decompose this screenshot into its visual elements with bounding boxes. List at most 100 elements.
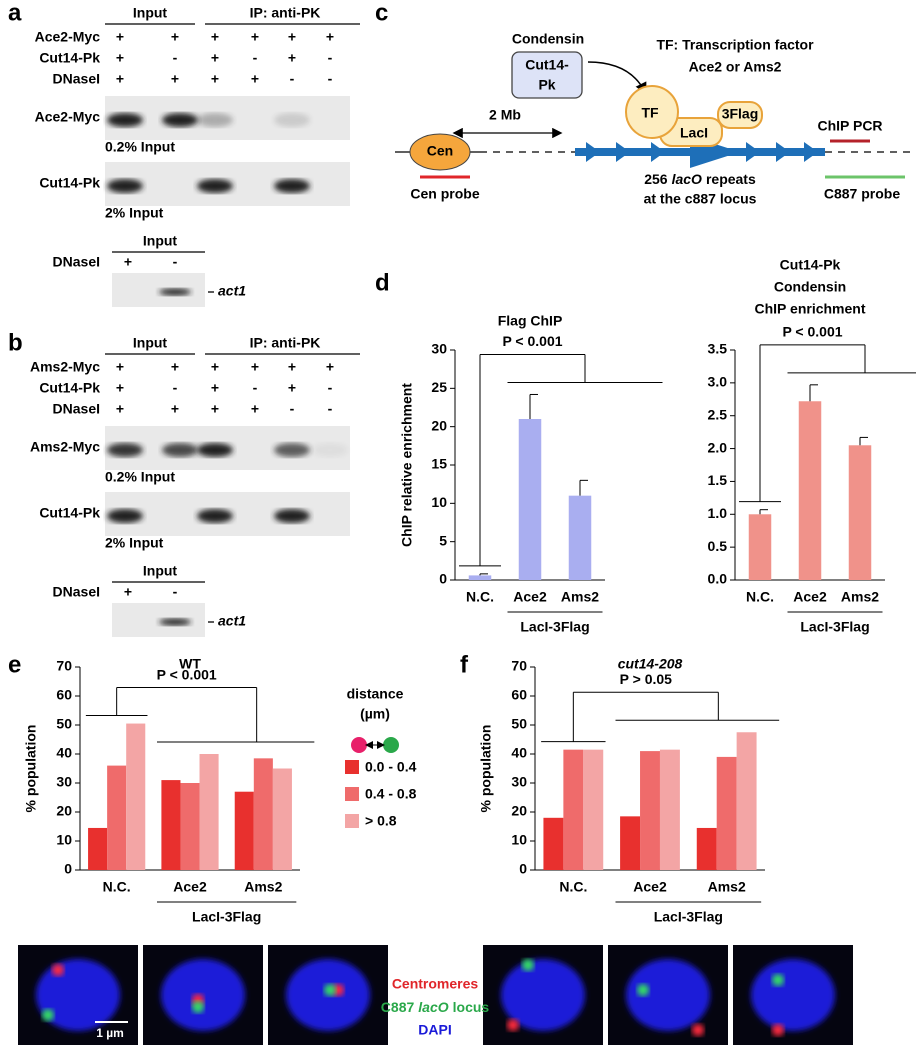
label: + [124,584,132,600]
label: + [116,71,124,87]
label: DNaseI [53,71,100,87]
x-tick-label: Ams2 [244,879,282,895]
x-tick-label: Ace2 [173,879,207,895]
label: + [251,71,259,87]
label: + [288,359,296,375]
bar [180,783,200,870]
label: Centromeres [392,976,479,992]
label: + [288,380,296,396]
y-tick-label: 20 [56,803,72,819]
y-tick-label: 50 [511,716,527,732]
bar [126,723,146,870]
label: + [211,50,219,66]
y-tick-label: 3.5 [708,341,728,357]
y-tick-label: 60 [511,687,527,703]
label: Cut14-Pk [39,175,100,191]
chart-title: Condensin [774,279,846,295]
y-tick-label: 1.5 [708,472,728,488]
label: Ace2 or Ams2 [689,59,782,75]
label: + [211,29,219,45]
legend-title: (µm) [360,706,390,722]
y-tick-label: 5 [439,532,447,548]
bar [468,575,492,580]
bar [518,419,542,580]
label: + [211,71,219,87]
repeat-arrow [651,142,665,162]
panel-label: c [375,0,388,26]
y-tick-label: 30 [511,774,527,790]
group-label: LacI-3Flag [654,909,723,925]
label: + [171,71,179,87]
legend-label: 0.4 - 0.8 [365,786,417,802]
label: 3Flag [722,106,759,122]
label: Input [133,335,168,351]
legend-swatch [345,787,359,801]
bar [659,749,680,870]
label: Condensin [512,31,584,47]
band [274,509,310,523]
cut14-box [511,51,583,99]
label: - [173,380,178,396]
blot [112,603,205,637]
label: Input [143,233,178,249]
band [162,443,198,457]
label: - [328,401,333,417]
y-tick-label: 1.0 [708,505,728,521]
tf [625,85,679,139]
label: DNaseI [53,254,100,270]
y-tick-label: 0.5 [708,538,728,554]
y-tick-label: 30 [56,774,72,790]
nucleus [501,959,585,1031]
y-tick-label: 50 [56,716,72,732]
locus-label: C887 lacO locus [381,999,490,1015]
spot [52,964,64,976]
x-tick-label: Ace2 [633,879,667,895]
bar [848,445,872,580]
blot [112,273,205,307]
bar [748,514,772,580]
y-tick-label: 20 [511,803,527,819]
label: + [171,401,179,417]
spot [522,959,534,971]
label: - [328,71,333,87]
annotation: P < 0.001 [157,666,217,682]
spot [772,1024,784,1036]
label: - [290,71,295,87]
chart-title: cut14-208 [618,656,683,672]
label: Input [143,563,178,579]
label: Cut14-Pk [39,50,100,66]
bar [272,768,292,870]
label: IP: anti-PK [250,335,321,351]
label: Pk [538,77,555,93]
label: Ams2-Myc [30,359,100,375]
label: Cen [427,143,453,159]
y-tick-label: 10 [431,494,447,510]
bar [736,732,757,870]
x-tick-label: Ace2 [793,589,827,605]
band [274,179,310,193]
label: + [251,359,259,375]
label: DNaseI [53,401,100,417]
locus-part: locus [453,999,490,1015]
chart-title: WT [179,656,201,672]
bar [234,791,254,870]
label: LacI [680,125,708,141]
locus-part: lacO [418,999,448,1015]
spot [772,974,784,986]
repeat-arrow [616,142,630,162]
label: at the c887 locus [644,191,757,207]
band [107,179,143,193]
arrow [587,61,647,95]
annotation: P < 0.001 [782,324,842,340]
bar [696,827,717,870]
panel-label: a [8,0,22,26]
label: act1 [218,613,246,629]
label: + [116,380,124,396]
band [274,443,310,457]
cen [409,133,471,171]
legend-label: 0.0 - 0.4 [365,759,417,775]
y-axis-label: ChIP relative enrichment [399,383,415,547]
label: 1 µm [96,1026,124,1040]
label: Ace2-Myc [35,29,101,45]
x-tick-label: Ams2 [708,879,746,895]
